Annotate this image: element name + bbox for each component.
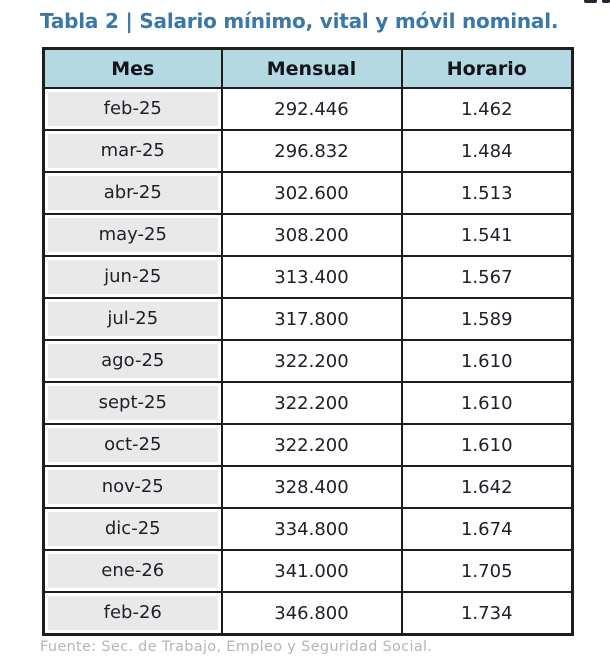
cell-mensual: 328.400 — [220, 465, 403, 509]
cell-horario: 1.705 — [400, 549, 574, 593]
cell-horario: 1.589 — [400, 297, 574, 341]
month-label: ene-26 — [48, 554, 218, 588]
month-label: ago-25 — [48, 344, 218, 378]
cell-mensual: 334.800 — [220, 507, 403, 551]
table-row: feb-26 346.800 1.734 — [42, 591, 574, 636]
month-label: oct-25 — [48, 428, 218, 462]
table-row: nov-25 328.400 1.642 — [42, 465, 574, 509]
cell-mes: nov-25 — [42, 465, 223, 509]
cell-mes: ago-25 — [42, 339, 223, 383]
source-note: Fuente: Sec. de Trabajo, Empleo y Seguri… — [40, 639, 433, 655]
cell-mes: jun-25 — [42, 255, 223, 299]
cell-mes: sept-25 — [42, 381, 223, 425]
table-header-row: Mes Mensual Horario — [42, 47, 574, 89]
cell-horario: 1.513 — [400, 171, 574, 215]
col-header-mes: Mes — [42, 47, 223, 89]
table-row: mar-25 296.832 1.484 — [42, 129, 574, 173]
month-label: jul-25 — [48, 302, 218, 336]
cell-mes: ene-26 — [42, 549, 223, 593]
cell-mensual: 302.600 — [220, 171, 403, 215]
cell-mensual: 317.800 — [220, 297, 403, 341]
salary-table: Mes Mensual Horario feb-25 292.446 1.462… — [42, 47, 574, 636]
cell-horario: 1.734 — [400, 591, 574, 636]
month-label: sept-25 — [48, 386, 218, 420]
cell-mensual: 313.400 — [220, 255, 403, 299]
cell-horario: 1.610 — [400, 339, 574, 383]
month-label: dic-25 — [48, 512, 218, 546]
cell-horario: 1.610 — [400, 381, 574, 425]
cell-mensual: 322.200 — [220, 339, 403, 383]
month-label: abr-25 — [48, 176, 218, 210]
cell-mes: mar-25 — [42, 129, 223, 173]
month-label: mar-25 — [48, 134, 218, 168]
table-row: jul-25 317.800 1.589 — [42, 297, 574, 341]
month-label: nov-25 — [48, 470, 218, 504]
cell-mensual: 292.446 — [220, 87, 403, 131]
table-row: abr-25 302.600 1.513 — [42, 171, 574, 215]
table-row: sept-25 322.200 1.610 — [42, 381, 574, 425]
month-label: feb-25 — [48, 92, 218, 126]
table-row: may-25 308.200 1.541 — [42, 213, 574, 257]
cell-mes: may-25 — [42, 213, 223, 257]
table-row: feb-25 292.446 1.462 — [42, 87, 574, 131]
cell-mensual: 322.200 — [220, 423, 403, 467]
cropped-text-fragment — [584, 0, 597, 3]
cell-horario: 1.462 — [400, 87, 574, 131]
cell-mes: jul-25 — [42, 297, 223, 341]
month-label: feb-26 — [48, 596, 218, 630]
table-row: oct-25 322.200 1.610 — [42, 423, 574, 467]
cell-horario: 1.610 — [400, 423, 574, 467]
cell-mensual: 346.800 — [220, 591, 403, 636]
cell-horario: 1.642 — [400, 465, 574, 509]
col-header-mensual: Mensual — [220, 47, 403, 89]
cell-mensual: 296.832 — [220, 129, 403, 173]
page-title: Tabla 2 | Salario mínimo, vital y móvil … — [40, 9, 559, 33]
cell-mes: feb-25 — [42, 87, 223, 131]
cell-horario: 1.674 — [400, 507, 574, 551]
cell-mes: oct-25 — [42, 423, 223, 467]
month-label: may-25 — [48, 218, 218, 252]
cell-mes: abr-25 — [42, 171, 223, 215]
table-row: dic-25 334.800 1.674 — [42, 507, 574, 551]
col-header-horario: Horario — [400, 47, 574, 89]
table-row: ene-26 341.000 1.705 — [42, 549, 574, 593]
cell-mensual: 341.000 — [220, 549, 403, 593]
cell-horario: 1.484 — [400, 129, 574, 173]
table-row: jun-25 313.400 1.567 — [42, 255, 574, 299]
cropped-text-fragment — [602, 0, 610, 3]
cell-horario: 1.541 — [400, 213, 574, 257]
table-body: feb-25 292.446 1.462 mar-25 296.832 1.48… — [42, 87, 574, 636]
cell-horario: 1.567 — [400, 255, 574, 299]
cell-mensual: 308.200 — [220, 213, 403, 257]
cell-mensual: 322.200 — [220, 381, 403, 425]
cell-mes: feb-26 — [42, 591, 223, 636]
cell-mes: dic-25 — [42, 507, 223, 551]
table-row: ago-25 322.200 1.610 — [42, 339, 574, 383]
month-label: jun-25 — [48, 260, 218, 294]
